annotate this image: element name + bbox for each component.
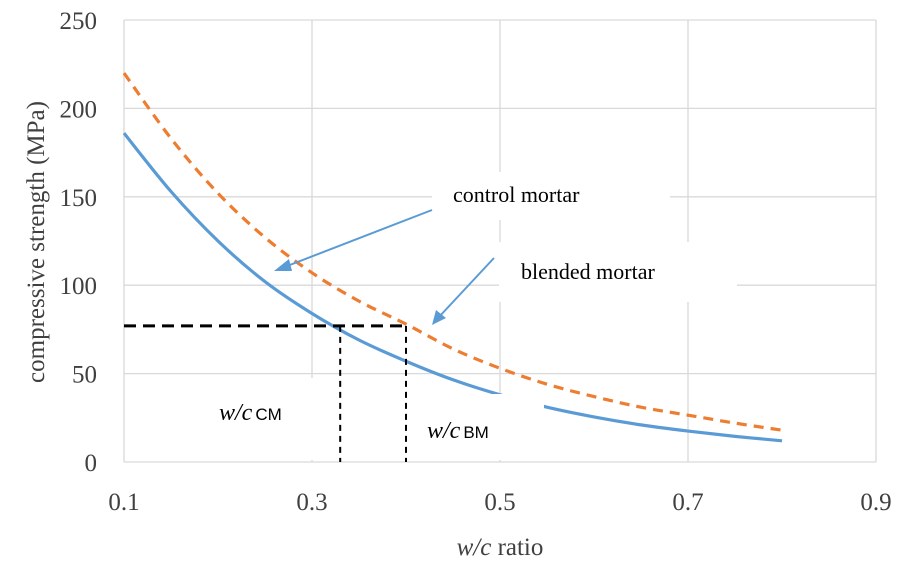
x-tick-label: 0.1: [108, 489, 139, 516]
control-label-box: [432, 172, 670, 220]
y-tick-label: 250: [60, 8, 98, 35]
x-tick-label: 0.5: [484, 489, 515, 516]
x-tick-label: 0.9: [860, 489, 891, 516]
blended-mortar-label: blended mortar: [521, 259, 655, 284]
wc-cm-label: w/c CM: [219, 400, 282, 426]
control-mortar-line: [122, 132, 783, 443]
control-arrow-head: [274, 259, 292, 271]
x-axis-title-rest: ratio: [491, 534, 543, 561]
wc-cm-sub: CM: [255, 405, 281, 424]
reference-lines: [124, 324, 407, 462]
control-label-arrow: [281, 209, 433, 269]
x-axis-title: w/c ratio: [457, 534, 544, 561]
y-tick-label: 150: [60, 185, 98, 212]
y-tick-label: 100: [60, 273, 98, 300]
wc-cm-main: w/c: [219, 400, 253, 426]
y-tick-label: 200: [60, 96, 98, 123]
x-tick-label: 0.7: [672, 489, 703, 516]
tick-labels: 0.1 0.3 0.5 0.7 0.9 0 50 100 150 200 250: [60, 8, 892, 516]
blended-mortar-line: [122, 72, 783, 432]
wc-cm-box: [127, 378, 337, 460]
wc-bm-label: w/c BM: [427, 418, 489, 444]
wc-bm-main: w/c: [427, 418, 461, 444]
x-tick-label: 0.3: [296, 489, 327, 516]
y-tick-label: 0: [85, 450, 98, 477]
wc-bm-box: [410, 394, 544, 460]
series-lines: [122, 72, 783, 443]
blended-label-arrow: [437, 257, 495, 319]
y-axis-title: compressive strength (MPa): [23, 101, 50, 383]
blended-label-box: [499, 242, 737, 302]
control-mortar-label: control mortar: [453, 182, 580, 207]
y-tick-label: 50: [72, 362, 97, 389]
wc-bm-sub: BM: [463, 423, 489, 442]
blended-arrow-head: [432, 310, 446, 325]
x-axis-title-italic: w/c: [457, 534, 492, 561]
